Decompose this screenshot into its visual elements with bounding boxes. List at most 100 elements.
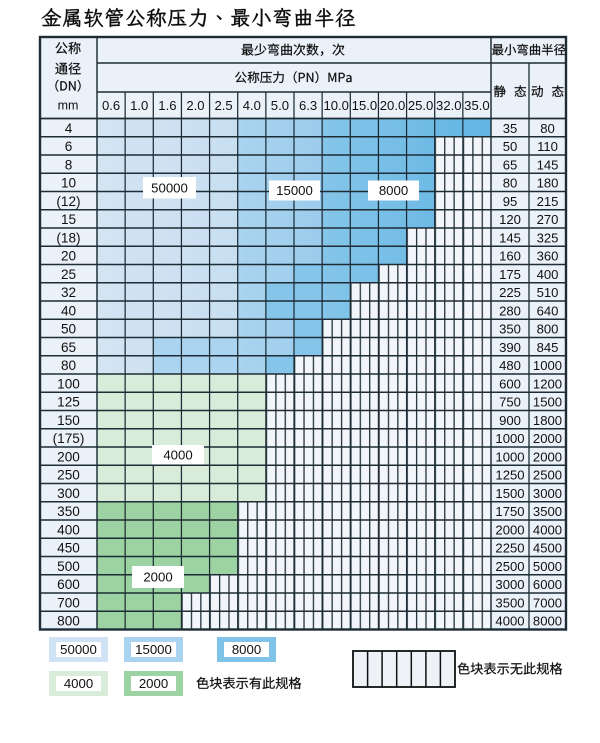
svg-text:2000: 2000 xyxy=(139,676,168,691)
svg-text:640: 640 xyxy=(537,303,559,318)
svg-text:15.0: 15.0 xyxy=(352,98,377,113)
svg-text:5000: 5000 xyxy=(533,559,562,574)
svg-text:510: 510 xyxy=(537,285,559,300)
svg-text:280: 280 xyxy=(499,303,521,318)
svg-text:1500: 1500 xyxy=(533,395,562,410)
svg-text:300: 300 xyxy=(57,486,80,501)
svg-text:450: 450 xyxy=(57,541,80,556)
svg-text:5.0: 5.0 xyxy=(271,98,289,113)
svg-text:40: 40 xyxy=(61,303,77,318)
svg-text:50: 50 xyxy=(61,322,77,337)
svg-text:65: 65 xyxy=(61,340,76,355)
svg-text:4: 4 xyxy=(65,121,73,136)
svg-text:1.0: 1.0 xyxy=(130,98,148,113)
svg-text:1000: 1000 xyxy=(495,431,524,446)
svg-text:6: 6 xyxy=(65,139,73,154)
svg-text:mm: mm xyxy=(58,99,79,113)
svg-text:325: 325 xyxy=(537,230,559,245)
svg-text:145: 145 xyxy=(537,157,559,172)
svg-text:2000: 2000 xyxy=(533,449,562,464)
svg-text:390: 390 xyxy=(499,340,521,355)
svg-text:8000: 8000 xyxy=(533,614,562,629)
svg-text:400: 400 xyxy=(57,522,80,537)
svg-text:50: 50 xyxy=(503,139,518,154)
svg-text:4500: 4500 xyxy=(533,541,562,556)
svg-text:145: 145 xyxy=(499,230,521,245)
svg-text:15000: 15000 xyxy=(135,642,172,657)
svg-text:1200: 1200 xyxy=(533,376,562,391)
svg-text:2000: 2000 xyxy=(533,431,562,446)
svg-text:8000: 8000 xyxy=(232,642,261,657)
svg-text:250: 250 xyxy=(57,468,80,483)
svg-text:700: 700 xyxy=(57,595,80,610)
svg-text:2.5: 2.5 xyxy=(214,98,232,113)
svg-text:2500: 2500 xyxy=(533,468,562,483)
svg-text:1750: 1750 xyxy=(495,504,524,519)
svg-text:95: 95 xyxy=(503,194,518,209)
svg-text:(175): (175) xyxy=(53,431,85,446)
svg-text:0.6: 0.6 xyxy=(102,98,120,113)
svg-text:225: 225 xyxy=(499,285,521,300)
svg-text:2.0: 2.0 xyxy=(186,98,204,113)
svg-text:270: 270 xyxy=(537,212,559,227)
svg-text:35: 35 xyxy=(503,121,518,136)
svg-text:3000: 3000 xyxy=(495,577,524,592)
svg-text:845: 845 xyxy=(537,340,559,355)
svg-text:6.3: 6.3 xyxy=(299,98,317,113)
svg-text:350: 350 xyxy=(499,322,521,337)
svg-text:32.0: 32.0 xyxy=(436,98,461,113)
svg-text:160: 160 xyxy=(499,249,521,264)
svg-text:1250: 1250 xyxy=(495,468,524,483)
svg-text:4000: 4000 xyxy=(64,676,93,691)
svg-text:800: 800 xyxy=(537,322,559,337)
svg-text:3500: 3500 xyxy=(533,504,562,519)
svg-text:800: 800 xyxy=(57,614,80,629)
svg-text:15000: 15000 xyxy=(276,183,313,198)
svg-text:(12): (12) xyxy=(56,194,80,209)
svg-text:25.0: 25.0 xyxy=(408,98,433,113)
svg-text:35.0: 35.0 xyxy=(464,98,489,113)
svg-text:1000: 1000 xyxy=(533,358,562,373)
svg-text:2000: 2000 xyxy=(143,570,172,585)
svg-text:2500: 2500 xyxy=(495,559,524,574)
svg-text:600: 600 xyxy=(499,376,521,391)
svg-text:1.6: 1.6 xyxy=(158,98,176,113)
svg-text:150: 150 xyxy=(57,413,80,428)
svg-text:900: 900 xyxy=(499,413,521,428)
svg-text:600: 600 xyxy=(57,577,80,592)
svg-text:1800: 1800 xyxy=(533,413,562,428)
svg-text:4.0: 4.0 xyxy=(243,98,261,113)
svg-text:50000: 50000 xyxy=(60,642,97,657)
svg-text:7000: 7000 xyxy=(533,595,562,610)
svg-text:80: 80 xyxy=(503,176,518,191)
svg-text:8000: 8000 xyxy=(379,183,408,198)
svg-text:20.0: 20.0 xyxy=(380,98,405,113)
svg-text:500: 500 xyxy=(57,559,80,574)
svg-text:4000: 4000 xyxy=(495,614,524,629)
svg-text:120: 120 xyxy=(499,212,521,227)
svg-text:4000: 4000 xyxy=(533,522,562,537)
svg-text:50000: 50000 xyxy=(151,180,188,195)
svg-text:20: 20 xyxy=(61,249,77,264)
svg-text:(18): (18) xyxy=(56,230,80,245)
svg-text:25: 25 xyxy=(61,267,76,282)
svg-text:360: 360 xyxy=(537,249,559,264)
svg-text:200: 200 xyxy=(57,449,80,464)
svg-text:110: 110 xyxy=(537,139,558,154)
svg-text:10: 10 xyxy=(61,176,77,191)
svg-text:8: 8 xyxy=(65,157,73,172)
svg-text:3000: 3000 xyxy=(533,486,562,501)
svg-text:125: 125 xyxy=(57,395,80,410)
svg-text:15: 15 xyxy=(61,212,76,227)
svg-text:2000: 2000 xyxy=(495,522,524,537)
svg-text:480: 480 xyxy=(499,358,521,373)
svg-text:4000: 4000 xyxy=(163,447,192,462)
svg-text:180: 180 xyxy=(537,176,559,191)
svg-text:750: 750 xyxy=(499,395,521,410)
svg-text:80: 80 xyxy=(61,358,77,373)
svg-text:1500: 1500 xyxy=(495,486,524,501)
svg-text:10.0: 10.0 xyxy=(323,98,348,113)
svg-text:65: 65 xyxy=(503,157,518,172)
svg-text:215: 215 xyxy=(537,194,559,209)
svg-text:100: 100 xyxy=(57,376,80,391)
